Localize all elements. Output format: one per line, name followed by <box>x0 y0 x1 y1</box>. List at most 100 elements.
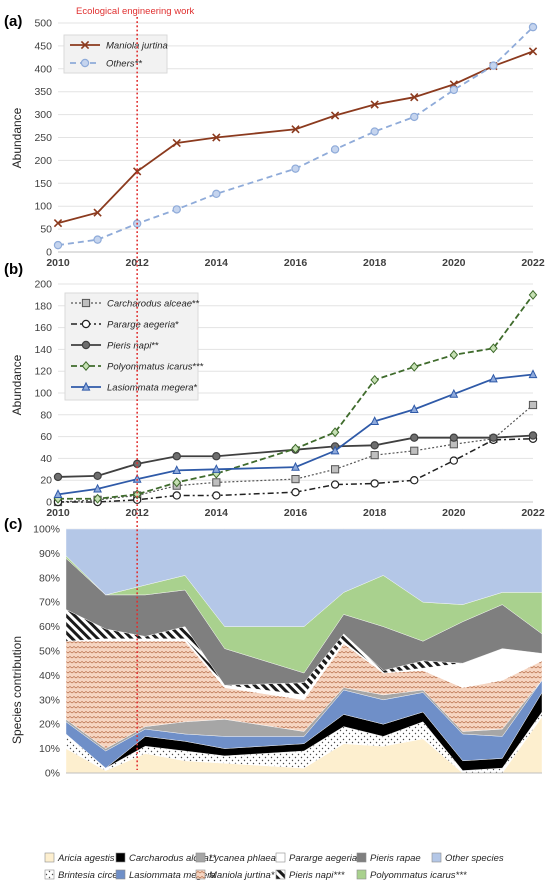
legend-label: Aricia agestis <box>57 853 115 864</box>
x-tick-label: 2014 <box>205 507 229 519</box>
legend-label: Pararge aegeria* <box>107 320 179 331</box>
data-point <box>370 374 379 385</box>
data-point <box>449 85 459 95</box>
data-point <box>330 465 340 474</box>
legend-label: Pararge aegeria* <box>289 853 361 864</box>
panel-b: 0204060801001201401601802002010201220142… <box>34 279 544 520</box>
legend-swatch <box>195 852 206 863</box>
legend-name: Others** <box>106 59 142 70</box>
data-point <box>172 491 181 500</box>
y-tick-label: 0 <box>46 247 52 259</box>
data-point <box>93 208 102 217</box>
legend-label: Lasiommata megera <box>129 870 216 881</box>
legend-stars: *** <box>193 362 204 373</box>
y-tick-label: 100 <box>34 201 52 213</box>
data-point <box>330 480 340 489</box>
data-point <box>410 446 419 455</box>
legend-label: Maniola jurtina* <box>209 870 275 881</box>
y-tick-label: 160 <box>34 322 52 334</box>
panel-c-legend: Aricia agestis Carcharodus alcea**Lycanea… <box>44 852 504 881</box>
data-point <box>291 164 300 173</box>
data-point <box>212 189 221 199</box>
data-point <box>81 340 91 350</box>
series-others <box>53 22 538 250</box>
y-tick-label: 350 <box>34 86 52 98</box>
panel-c-ylabel: Species contribution <box>10 636 24 744</box>
data-point <box>172 205 181 214</box>
legend-stars: ** <box>192 299 200 310</box>
series-maniola-jurtina <box>53 47 538 228</box>
data-point <box>370 416 380 425</box>
data-point <box>212 452 221 461</box>
series-polyommatus-icarus <box>53 289 538 504</box>
legend-swatch <box>275 852 286 863</box>
legend-swatch <box>195 869 206 880</box>
y-tick-label: 10% <box>39 743 60 755</box>
data-point <box>449 456 459 465</box>
data-point <box>409 404 419 413</box>
data-point <box>291 487 300 497</box>
data-point <box>410 93 419 102</box>
panel-b-label: (b) <box>4 261 23 278</box>
legend-name: Pararge aegeria <box>107 320 175 331</box>
area-other-species <box>65 528 543 627</box>
y-tick-label: 300 <box>34 109 52 121</box>
data-point <box>172 477 182 488</box>
legend-label: Polyommatus icarus*** <box>107 362 204 373</box>
x-tick-label: 2020 <box>442 257 466 269</box>
y-tick-label: 0 <box>46 497 52 509</box>
data-point <box>330 445 340 455</box>
y-tick-label: 40 <box>40 453 52 465</box>
data-point <box>53 489 63 498</box>
data-point <box>53 472 63 482</box>
y-tick-label: 400 <box>34 63 52 75</box>
x-tick-label: 2016 <box>284 507 308 519</box>
data-point <box>291 461 300 471</box>
x-tick-label: 2014 <box>205 257 229 269</box>
data-point <box>212 133 221 142</box>
legend-name: Carcharodus alceae <box>107 299 192 310</box>
data-point <box>172 452 181 461</box>
panel-a-ylabel: Abundance <box>10 107 24 168</box>
legend-swatch <box>44 869 55 880</box>
data-point <box>291 475 300 484</box>
panel-a: 0 50 100 150 200 250 300 350 400 450 500 2010 2012 20… <box>34 18 544 270</box>
data-point <box>410 476 419 485</box>
data-point <box>489 433 498 442</box>
data-point <box>81 381 91 391</box>
data-point <box>80 58 90 68</box>
x-tick-label: 2010 <box>46 507 70 519</box>
y-tick-label: 40% <box>39 670 60 682</box>
y-tick-label: 90% <box>39 548 60 560</box>
data-point <box>370 100 379 109</box>
legend-stars: ** <box>151 341 159 352</box>
series-line <box>58 438 534 503</box>
data-point <box>53 218 63 228</box>
data-point <box>132 473 142 483</box>
data-point <box>528 289 538 300</box>
data-point <box>489 343 498 354</box>
legend-swatch <box>431 852 442 863</box>
y-tick-label: 60% <box>39 621 60 633</box>
legend-swatch <box>44 852 55 863</box>
legend-label: Carcharodus alceae** <box>107 299 200 310</box>
y-tick-label: 20 <box>40 475 52 487</box>
series-line <box>57 50 534 225</box>
data-point <box>93 493 102 504</box>
x-tick-label: 2022 <box>521 257 545 269</box>
data-point <box>132 489 142 500</box>
data-point <box>370 451 379 460</box>
legend-label: Brintesia circe <box>58 870 118 881</box>
y-tick-label: 50 <box>40 224 52 236</box>
legend-name: Pieris napi <box>107 341 152 352</box>
x-tick-label: 2016 <box>284 257 308 269</box>
legend-label: Carcharodus alcea** <box>129 853 216 864</box>
data-point <box>93 483 102 493</box>
panel-b-ylabel: Abundance <box>10 354 24 415</box>
data-point <box>409 361 419 372</box>
series-line <box>57 404 534 503</box>
data-point <box>291 125 300 134</box>
y-tick-label: 120 <box>34 366 52 378</box>
legend-label: Lasiommata megera* <box>107 383 198 394</box>
